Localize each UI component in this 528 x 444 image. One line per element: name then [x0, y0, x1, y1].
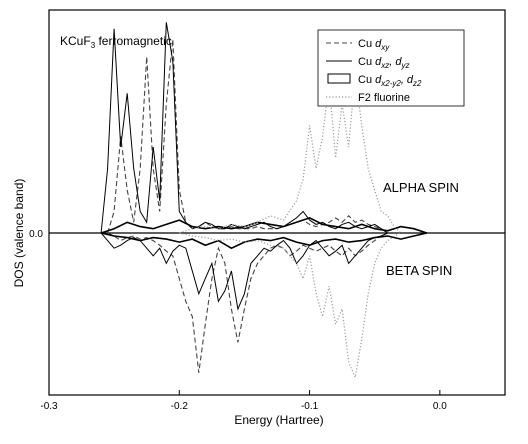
legend-label: Cu dx2-y2, dz2 — [358, 74, 422, 88]
plot-frame — [48, 9, 506, 396]
x-tick-label: -0.3 — [40, 401, 58, 412]
series-dxz-alpha — [100, 22, 388, 234]
alpha-spin-label: ALPHA SPIN — [383, 180, 459, 195]
legend-entry-dxz: Cu dxz, dyz — [326, 56, 409, 70]
series-dxz-beta — [100, 232, 388, 311]
legend-label: Cu dxy — [358, 38, 390, 52]
legend: Cu dxy Cu dxz, dyz Cu dx2-y2, dz2 F2 fluori… — [317, 29, 465, 107]
legend-label: Cu dxz, dyz — [358, 56, 409, 70]
beta-spin-label: BETA SPIN — [386, 263, 452, 278]
x-axis-label: Energy (Hartree) — [234, 413, 323, 427]
legend-entry-dx2: Cu dx2-y2, dz2 — [327, 73, 422, 88]
x-tick-label: -0.1 — [301, 401, 319, 412]
series-dxy-alpha — [107, 39, 389, 234]
y-axis-label: DOS (valence band) — [12, 179, 26, 288]
series-dx2-beta — [100, 232, 427, 250]
series-dxy-beta — [107, 232, 388, 373]
legend-entry-dxy: Cu dxy — [326, 38, 390, 52]
legend-label: F2 fluorine — [358, 92, 410, 104]
legend-entry-f2: F2 fluorine — [326, 92, 410, 104]
x-ticks: -0.3 -0.2 -0.1 0.0 — [40, 390, 447, 412]
series-layer — [100, 22, 428, 380]
series-f2-beta — [179, 232, 402, 380]
series-dx2-alpha — [100, 217, 428, 234]
chart-title: KCuF3 ferromagnetic — [60, 34, 172, 50]
series-f2-alpha — [179, 71, 402, 234]
legend-swatch — [327, 73, 351, 84]
y-tick-label: 0.0 — [29, 229, 43, 240]
y-ticks: 0.0 — [29, 229, 43, 240]
x-tick-label: 0.0 — [433, 401, 447, 412]
x-tick-label: -0.2 — [171, 401, 189, 412]
